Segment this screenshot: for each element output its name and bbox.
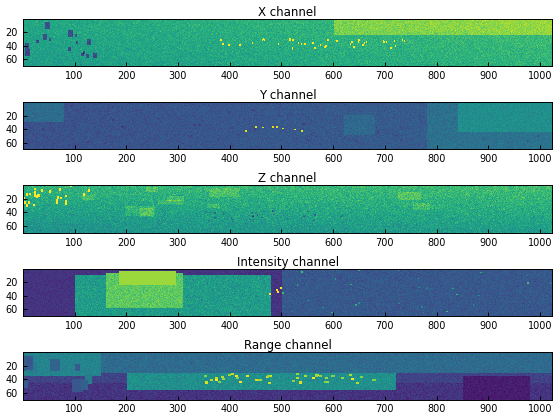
Title: Y channel: Y channel — [259, 89, 316, 102]
Title: Range channel: Range channel — [244, 339, 332, 352]
Title: X channel: X channel — [258, 5, 317, 18]
Title: Z channel: Z channel — [258, 173, 317, 186]
Title: Intensity channel: Intensity channel — [236, 256, 339, 269]
